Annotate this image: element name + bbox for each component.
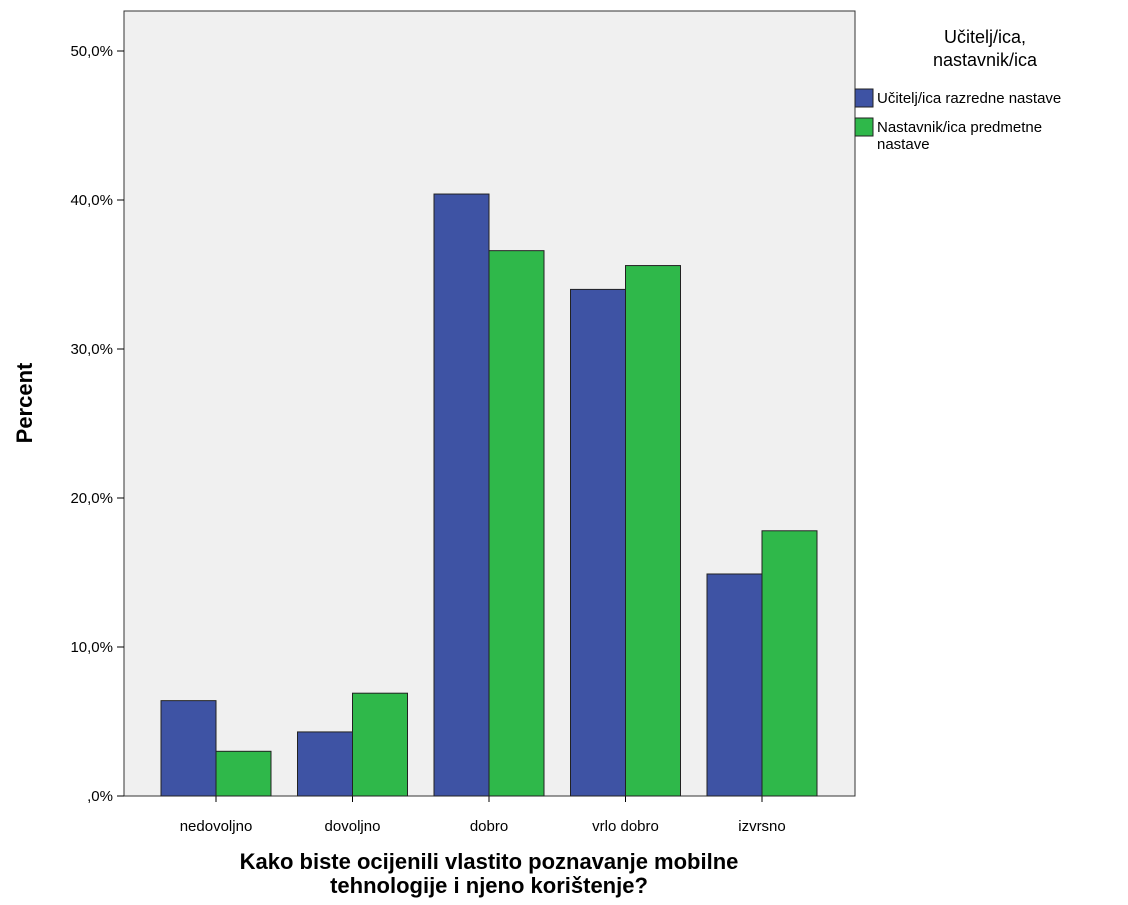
- x-tick-label: izvrsno: [738, 818, 786, 835]
- bar-series1: [570, 288, 626, 797]
- y-tick-label: 40,0%: [70, 192, 113, 209]
- x-tick-label: nedovoljno: [180, 818, 253, 835]
- bar-series2: [352, 692, 408, 797]
- bar-series1: [433, 193, 490, 797]
- y-axis-title: Percent: [12, 362, 37, 443]
- x-tick-label: dovoljno: [325, 818, 381, 835]
- legend-title: Učitelj/ica,: [944, 27, 1026, 47]
- y-tick-label: 30,0%: [70, 341, 113, 358]
- x-axis-title: Kako biste ocijenili vlastito poznavanje…: [240, 849, 739, 898]
- x-axis: nedovoljno dovoljno dobro vrlo dobro izvrsno: [180, 796, 786, 835]
- x-tick-label: dobro: [470, 818, 508, 835]
- legend: Učitelj/ica, nastavnik/ica Učitelj/ica raz…: [854, 27, 1061, 153]
- legend-swatch: [854, 117, 874, 137]
- legend-label: Nastavnik/ica predmetne: [877, 119, 1042, 136]
- legend-title: nastavnik/ica: [933, 50, 1038, 70]
- bar-series1: [297, 731, 353, 797]
- bar-series1: [706, 573, 763, 797]
- x-tick-label: vrlo dobro: [592, 818, 659, 835]
- bar-series2: [761, 530, 818, 797]
- legend-swatch: [854, 88, 874, 108]
- legend-label: Učitelj/ica razredne nastave: [877, 90, 1061, 107]
- y-tick-label: 10,0%: [70, 639, 113, 656]
- bar-series2: [215, 750, 272, 797]
- bar-series2: [488, 250, 545, 797]
- bar-series2: [625, 265, 681, 797]
- bar-series1: [160, 700, 217, 797]
- y-tick-label: ,0%: [87, 788, 113, 805]
- y-tick-label: 50,0%: [70, 43, 113, 60]
- y-axis: ,0% 10,0% 20,0% 30,0% 40,0% 50,0%: [70, 43, 124, 805]
- legend-label: nastave: [877, 136, 930, 153]
- y-tick-label: 20,0%: [70, 490, 113, 507]
- bars: [160, 193, 818, 797]
- x-axis-title-line: tehnologije i njeno korištenje?: [330, 873, 648, 898]
- x-axis-title-line: Kako biste ocijenili vlastito poznavanje…: [240, 849, 739, 874]
